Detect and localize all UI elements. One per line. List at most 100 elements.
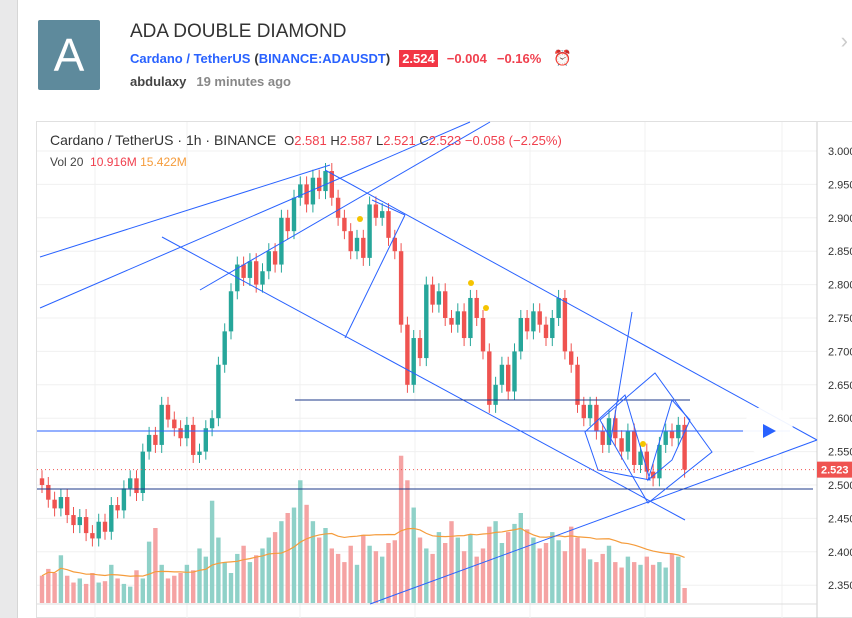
- author-avatar[interactable]: A: [38, 20, 100, 90]
- volume-bar: [39, 575, 45, 603]
- candle-body: [468, 297, 473, 339]
- candle-body: [600, 431, 605, 445]
- volume-bar: [392, 540, 397, 603]
- volume-bar: [587, 559, 593, 603]
- price-tick-label: 2.850: [828, 246, 852, 258]
- c-label: C: [419, 133, 429, 148]
- candle-body: [606, 418, 612, 445]
- candle-body: [354, 237, 360, 252]
- support-trend-line: [369, 439, 818, 605]
- channel-upper-line: [324, 169, 818, 441]
- volume-bar: [279, 521, 284, 603]
- volume-bar: [537, 548, 542, 603]
- candle-body: [209, 418, 215, 429]
- trend-line: [39, 121, 471, 309]
- candle-body: [543, 324, 549, 339]
- volume-bar: [556, 540, 561, 603]
- candle-body: [537, 311, 542, 325]
- volume-bar: [291, 507, 297, 603]
- candle-body: [669, 431, 675, 439]
- candle-body: [398, 251, 404, 325]
- volume-bar: [247, 562, 253, 603]
- volume-bar: [424, 548, 429, 603]
- projection-line: [609, 311, 633, 446]
- candle-body: [455, 311, 460, 325]
- candle-body: [241, 264, 246, 278]
- channel-diag-line: [344, 214, 406, 339]
- volume-bar: [531, 537, 536, 603]
- volume-bar: [102, 581, 108, 603]
- volume-bar: [241, 545, 246, 603]
- volume-bar: [272, 532, 278, 603]
- author-name[interactable]: abdulaxy: [130, 74, 187, 89]
- volume-bar: [266, 537, 271, 603]
- volume-bar: [600, 553, 605, 603]
- last-price-tag: [817, 461, 852, 478]
- candle-body: [581, 404, 586, 419]
- volume-bar: [153, 528, 158, 603]
- volume-bar: [260, 548, 265, 603]
- candle-body: [386, 211, 391, 238]
- volume-bar: [632, 562, 637, 603]
- volume-bar: [449, 521, 454, 603]
- candle-body: [228, 291, 234, 332]
- volume-bar: [354, 564, 360, 603]
- published-time: 19 minutes ago: [196, 74, 291, 89]
- candle-body: [197, 451, 202, 455]
- chevron-right-icon[interactable]: ›: [840, 28, 848, 53]
- l-label: L: [375, 133, 384, 148]
- candle-body: [575, 364, 580, 405]
- candle-body: [172, 419, 177, 429]
- play-icon[interactable]: [763, 424, 776, 438]
- volume-bar: [285, 513, 290, 603]
- volume-bar: [329, 548, 334, 603]
- price-tick-label: 2.550: [828, 447, 852, 459]
- candle-body: [191, 424, 196, 455]
- price-change-pct: −0.16%: [496, 50, 542, 66]
- legend-symbol: Cardano / TetherUS: [50, 132, 174, 148]
- candle-body: [587, 404, 593, 419]
- volume-bar: [228, 573, 234, 603]
- symbol-link[interactable]: Cardano / TetherUS: [130, 50, 251, 66]
- signal-dot: [483, 305, 489, 311]
- candle-body: [506, 364, 511, 392]
- candle-body: [285, 217, 290, 232]
- symbol-code-link[interactable]: BINANCE:ADAUSDT: [258, 50, 386, 66]
- candle-body: [329, 171, 334, 198]
- candle-body: [424, 284, 429, 359]
- candle-body: [392, 237, 397, 252]
- volume-bar: [172, 575, 177, 603]
- candle-body: [134, 478, 139, 494]
- candle-body: [71, 515, 76, 526]
- volume-bar: [518, 513, 523, 603]
- legend-high: 2.587: [339, 133, 373, 148]
- legend-interval: 1h: [185, 132, 202, 148]
- candle-body: [52, 499, 57, 509]
- candle-body: [480, 318, 486, 352]
- candle-body: [39, 478, 45, 485]
- candle-body: [90, 533, 95, 539]
- volume-bar: [128, 586, 133, 603]
- volume-bar: [499, 543, 505, 603]
- alarm-clock-plus-icon[interactable]: ⏰: [553, 50, 572, 67]
- trend-line: [39, 164, 331, 258]
- candle-body: [556, 297, 561, 318]
- candle-body: [247, 261, 253, 278]
- candle-body: [373, 204, 379, 218]
- idea-title: ADA DOUBLE DIAMOND: [130, 21, 347, 42]
- volume-bar: [650, 564, 656, 603]
- volume-bar: [380, 556, 385, 603]
- volume-bar: [96, 582, 101, 603]
- volume-bar: [455, 537, 460, 603]
- o-label: O: [284, 133, 295, 148]
- candle-body: [323, 171, 328, 192]
- candle-body: [102, 521, 108, 532]
- candle-body: [650, 471, 656, 479]
- candle-body: [367, 204, 372, 258]
- legend-change: −0.058 (−2.25%): [464, 133, 562, 148]
- volume-bar: [146, 541, 152, 603]
- price-tick-label: 3.000: [828, 146, 852, 158]
- candle-body: [361, 237, 366, 258]
- volume-bar: [191, 570, 196, 603]
